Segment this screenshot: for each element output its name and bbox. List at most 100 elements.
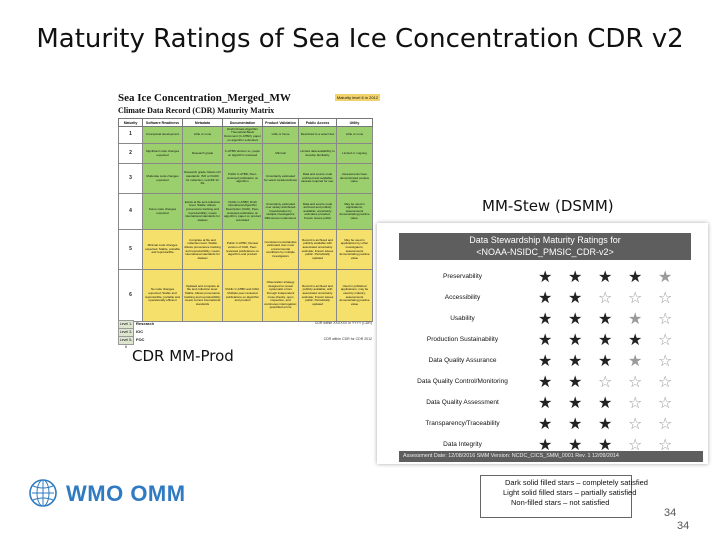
rating-label: Data Quality Assessment — [426, 399, 499, 406]
star-filled-icon: ★ — [568, 414, 583, 433]
rating-row: Data Integrity ★ ★ ★ ☆ ☆ — [395, 434, 695, 455]
star-filled-icon: ★ — [568, 393, 583, 412]
matrix-row: 2 Significant code changes expected Rese… — [118, 143, 373, 164]
matrix-cell: Minimal code changes expected; Stable, p… — [142, 229, 183, 270]
star-filled-icon: ★ — [598, 435, 613, 454]
star-partial-icon: ★ — [658, 267, 673, 286]
rating-row: Data Quality Assessment ★ ★ ★ ☆ ☆ — [395, 392, 695, 413]
star-partial-icon: ★ — [628, 351, 643, 370]
matrix-level: 6 — [118, 269, 143, 322]
matrix-subtitle: Climate Data Record (CDR) Maturity Matri… — [118, 106, 275, 115]
star-filled-icon: ★ — [538, 309, 553, 328]
legend-level: Level 5-6 — [118, 336, 134, 349]
slide-title: Maturity Ratings of Sea Ice Concentratio… — [36, 24, 684, 54]
rating-row: Data Quality Assurance ★ ★ ★ ★ ☆ — [395, 350, 695, 371]
matrix-cell: Research grade; Meets int'l standards: I… — [182, 163, 223, 194]
star-empty-icon: ☆ — [628, 393, 643, 412]
star-legend: Dark solid filled stars – completely sat… — [480, 475, 648, 518]
legend-citation: CDR within XXXXXX in YYYY (CDR) — [314, 321, 372, 325]
matrix-level: 2 — [118, 143, 143, 164]
matrix-cell: Moderate code changes expected — [142, 163, 183, 194]
matrix-cell: Record is archived and publicly availabl… — [298, 269, 337, 322]
matrix-level: 5 — [118, 229, 143, 270]
star-filled-icon: ★ — [538, 288, 553, 307]
matrix-header-cell: Public Access — [298, 118, 337, 127]
matrix-header-cell: Metadata — [182, 118, 223, 127]
matrix-cell: Uncertainty estimated for select locatio… — [262, 163, 299, 194]
matrix-cell: Draft Climate Algorithm Theoretical Basi… — [222, 126, 263, 144]
matrix-cell: Updated and complete at file and collect… — [182, 269, 223, 322]
star-empty-icon: ☆ — [598, 372, 613, 391]
star-filled-icon: ★ — [598, 330, 613, 349]
stewardship-header: Data Stewardship Maturity Ratings for <N… — [399, 233, 691, 260]
rating-row: Production Sustainability ★ ★ ★ ★ ☆ — [395, 329, 695, 350]
star-filled-icon: ★ — [598, 351, 613, 370]
legend-label: IOC — [136, 329, 144, 334]
matrix-cell: C-ATBD Version 1+; paper on algorithm re… — [222, 143, 263, 164]
page-number: 34 — [664, 507, 677, 519]
matrix-row: 1 Conceptual development Little or none … — [118, 126, 373, 144]
matrix-cell: Complete at file and collection level. S… — [182, 229, 223, 270]
star-empty-icon: ☆ — [658, 351, 673, 370]
matrix-cell: Minimal — [262, 143, 299, 164]
matrix-cell: Conceptual development — [142, 126, 183, 144]
rating-label: Data Integrity — [443, 441, 482, 448]
stewardship-header-dataset: <NOAA-NSIDC_PMSIC_CDR-v2> — [476, 247, 614, 257]
matrix-legend-row: Level 5-6 FOC CDR within CDR for CDR 201… — [118, 336, 372, 349]
matrix-cell: Observation strategy designed to reveal … — [262, 269, 299, 322]
star-empty-icon: ☆ — [658, 414, 673, 433]
matrix-legend-row: Level 3-4 IOC — [118, 328, 372, 341]
star-filled-icon: ★ — [568, 372, 583, 391]
matrix-header-cell: Utility — [336, 118, 373, 127]
star-filled-icon: ★ — [538, 393, 553, 412]
matrix-cell: Limited data availability to develop fam… — [298, 143, 337, 164]
cdr-mm-prod-caption: CDR MM-Prod — [132, 347, 234, 365]
matrix-cell: May be used in applications by other inv… — [336, 229, 373, 270]
matrix-cell: No code changes expected; Stable and rep… — [142, 269, 183, 322]
star-filled-icon: ★ — [628, 330, 643, 349]
star-empty-icon: ☆ — [658, 393, 673, 412]
star-empty-icon: ☆ — [628, 435, 643, 454]
cdr-maturity-matrix: Sea Ice Concentration_Merged_MW Climate … — [118, 92, 380, 349]
star-legend-partial: Light solid filled stars – partially sat… — [503, 488, 637, 497]
matrix-legend: Level 1-2 Research CDR within XXXXXX in … — [118, 320, 372, 349]
matrix-cell: Data and source code archived and public… — [298, 193, 337, 230]
star-empty-icon: ☆ — [658, 309, 673, 328]
stewardship-header-title: Data Stewardship Maturity Ratings for — [469, 235, 621, 245]
stewardship-ratings-panel: Data Stewardship Maturity Ratings for <N… — [377, 223, 708, 464]
matrix-cell: Assessments have demonstrated positive v… — [336, 163, 373, 194]
page-number-shadow: 34 — [677, 520, 690, 532]
matrix-cell: Public C-ATBD; Draft Operational Algorit… — [222, 193, 263, 230]
rating-label: Accessibility — [444, 294, 481, 301]
matrix-level: 4 — [118, 193, 143, 230]
rating-row: Preservability ★ ★ ★ ★ ★ — [395, 266, 695, 287]
matrix-row: 3 Moderate code changes expected Researc… — [118, 163, 373, 194]
matrix-cell: Public C-ATBD; Peer-reviewed publication… — [222, 163, 263, 194]
rating-label: Data Quality Control/Monitoring — [417, 378, 508, 385]
star-filled-icon: ★ — [568, 309, 583, 328]
matrix-cell: Public C-ATBD and OAD; Multiple peer-rev… — [222, 269, 263, 322]
star-filled-icon: ★ — [598, 267, 613, 286]
rating-row: Data Quality Control/Monitoring ★ ★ ☆ ☆ ☆ — [395, 371, 695, 392]
star-filled-icon: ★ — [598, 393, 613, 412]
star-filled-icon: ★ — [568, 330, 583, 349]
star-legend-none: Non-filled stars – not satisfied — [511, 498, 610, 507]
matrix-row: 5 Minimal code changes expected; Stable,… — [118, 229, 373, 270]
star-empty-icon: ☆ — [628, 414, 643, 433]
matrix-cell: Uncertainty estimated over widely distri… — [262, 193, 299, 230]
star-filled-icon: ★ — [568, 435, 583, 454]
star-filled-icon: ★ — [538, 414, 553, 433]
star-empty-icon: ☆ — [658, 288, 673, 307]
rating-row: Transparency/Traceability ★ ★ ★ ☆ ☆ — [395, 413, 695, 434]
matrix-cell: Little or none — [182, 126, 223, 144]
matrix-level: 3 — [118, 163, 143, 194]
legend-label: FOC — [136, 337, 145, 342]
matrix-cell: Restricted to a select few — [298, 126, 337, 144]
assessment-footer: Assessment Date: 12/08/2016 SMM Version:… — [399, 451, 703, 462]
matrix-cell: Significant code changes expected — [142, 143, 183, 164]
legend-label: Research — [136, 321, 155, 326]
star-empty-icon: ☆ — [628, 372, 643, 391]
star-filled-icon: ★ — [538, 372, 553, 391]
matrix-cell: Research grade — [182, 143, 223, 164]
star-empty-icon: ☆ — [658, 330, 673, 349]
